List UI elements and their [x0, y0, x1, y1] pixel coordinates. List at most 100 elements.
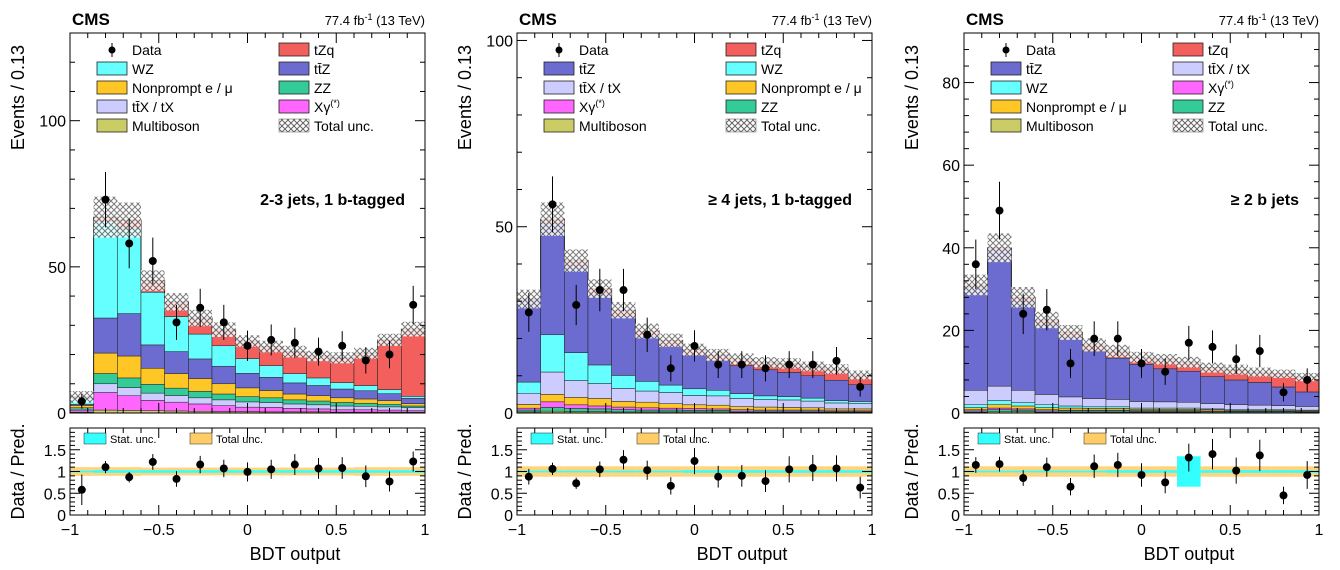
- ratio-point: [1232, 466, 1241, 475]
- bar-nonprompt: [140, 368, 165, 385]
- ratio-legend-stat-swatch: [530, 432, 554, 445]
- data-point: [572, 300, 581, 309]
- bar-ttz: [611, 315, 636, 376]
- bar-nonprompt: [587, 398, 612, 407]
- bar-ttx: [635, 390, 660, 403]
- ratio-point: [572, 479, 581, 488]
- data-point: [714, 360, 723, 369]
- bar-wz: [1011, 402, 1036, 407]
- bar-nonprompt: [353, 398, 378, 404]
- bar-ttz: [306, 385, 331, 397]
- bar-ttx: [1247, 404, 1272, 410]
- bar-zz: [93, 373, 118, 385]
- bar-tzq: [401, 328, 426, 397]
- lumi-value: 77.4 fb: [772, 13, 812, 28]
- bar-ttz: [1176, 371, 1201, 403]
- bar-nonprompt: [259, 390, 284, 399]
- total-unc-band: [164, 293, 189, 311]
- total-unc-band: [1200, 362, 1225, 373]
- bar-wz: [259, 365, 284, 378]
- legend-text: Total unc.: [1208, 118, 1268, 134]
- ratio-stat-unc: [611, 470, 636, 473]
- bar-xgamma: [353, 409, 378, 413]
- bar-ttx: [401, 407, 426, 411]
- bar-ttz: [1105, 357, 1130, 400]
- legend-label-ttx: tt̄X / tX: [132, 99, 175, 115]
- legend-label-ttz: tt̄Z: [579, 61, 596, 77]
- data-point: [1019, 309, 1028, 318]
- ratio-point: [267, 465, 276, 474]
- bar-wz: [987, 400, 1012, 405]
- bar-nonprompt: [1011, 405, 1036, 410]
- bar-xgamma: [658, 407, 683, 411]
- bar-xgamma: [540, 401, 565, 408]
- ratio-point: [1255, 451, 1264, 460]
- legend-text: ZZ: [761, 99, 779, 115]
- bar-ttz: [1295, 391, 1320, 407]
- legend-swatch-tzq: [1172, 42, 1204, 57]
- bar-wz: [140, 292, 165, 346]
- cms-label: CMS: [966, 10, 1004, 29]
- lumi-exponent: -1: [811, 12, 819, 22]
- ratio-point: [761, 477, 770, 486]
- bar-ttx: [729, 398, 754, 407]
- x-tick-label: 0.5: [325, 522, 347, 539]
- bar-ttz: [963, 286, 988, 391]
- legend-label-multiboson: Multiboson: [579, 118, 647, 134]
- ratio-point: [361, 472, 370, 481]
- bar-ttz: [1082, 350, 1107, 399]
- y-tick-label: 50: [495, 220, 513, 237]
- bar-ttz: [1200, 376, 1225, 404]
- bar-ttz: [259, 377, 284, 391]
- bar-xgamma: [211, 405, 236, 412]
- bar-nonprompt: [516, 404, 541, 409]
- bar-nonprompt: [211, 383, 236, 395]
- data-point: [690, 341, 699, 350]
- bar-xgamma: [140, 400, 165, 411]
- legend-swatch-multiboson: [990, 118, 1022, 133]
- bar-zz: [635, 409, 660, 413]
- bar-ttz: [235, 372, 260, 389]
- legend-label-zz: ZZ: [314, 80, 332, 96]
- ratio-stat-unc: [659, 470, 683, 473]
- ratio-point: [832, 464, 841, 473]
- bar-nonprompt: [777, 407, 802, 411]
- legend-swatch-wz: [96, 61, 128, 76]
- ratio-y-tick-label: 0.5: [44, 486, 66, 503]
- data-point: [1137, 359, 1146, 368]
- legend-swatch-nonprompt: [96, 80, 128, 95]
- legend-swatch-ttx: [1172, 61, 1204, 76]
- y-tick-label: 100: [39, 114, 66, 131]
- bar-wz: [306, 377, 331, 386]
- legend-text: tt̄X / tX: [579, 80, 622, 96]
- ratio-point: [290, 460, 299, 469]
- data-point: [172, 318, 181, 327]
- ratio-legend-stat-label: Stat. unc.: [1004, 434, 1050, 446]
- chart-panel-3: CMS 77.4 fb-1 (13 TeV) 0 20 40 60 80 −1 −0.5 0 0.5…: [902, 10, 1324, 564]
- ratio-point: [172, 474, 181, 483]
- ratio-stat-unc: [564, 470, 588, 473]
- panel-2: CMS 77.4 fb-1 (13 TeV) 0 50 100 −1 −0.5 0 0.5 1 Ev…: [447, 0, 894, 570]
- legend-text: Multiboson: [579, 118, 647, 134]
- ratio-point: [219, 464, 228, 473]
- bar-ttx: [330, 405, 355, 411]
- ratio-point: [1184, 453, 1193, 462]
- lumi-exponent: -1: [364, 12, 372, 22]
- legend-swatch-xgamma: [543, 99, 575, 114]
- bar-ttz: [1247, 382, 1272, 406]
- data-point: [808, 360, 817, 369]
- bar-nonprompt: [117, 355, 142, 379]
- lumi-energy: (13 TeV): [1266, 13, 1319, 28]
- bar-zz: [564, 408, 589, 412]
- ratio-y-axis-label: Data / Pred.: [8, 423, 28, 519]
- ratio-point: [808, 464, 817, 473]
- ratio-point: [196, 460, 205, 469]
- bar-wz: [282, 373, 307, 384]
- bar-nonprompt: [729, 406, 754, 410]
- cms-label: CMS: [519, 10, 557, 29]
- data-point: [1161, 367, 1170, 376]
- bar-zz: [164, 387, 189, 396]
- y-tick-label: 0: [57, 406, 66, 423]
- bar-xgamma: [188, 403, 213, 412]
- bar-ttx: [1058, 396, 1083, 407]
